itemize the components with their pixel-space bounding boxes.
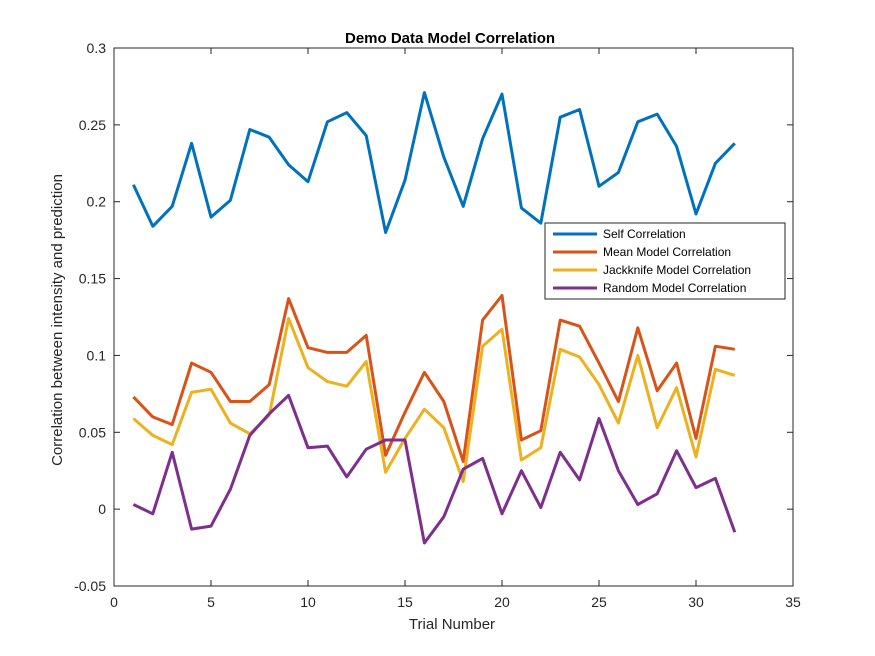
y-tick-label: 0.25 [79, 117, 106, 133]
x-axis-title: Trial Number [409, 616, 495, 633]
x-tick-label: 25 [591, 594, 607, 610]
x-tick-label: 0 [110, 594, 118, 610]
y-tick-label: -0.05 [74, 578, 106, 594]
legend-label: Jackknife Model Correlation [603, 263, 751, 277]
legend: Self Correlation Mean Model Correlation Ja… [544, 222, 786, 300]
legend-box [544, 222, 786, 300]
series-line-4 [132, 393, 737, 545]
legend-label: Random Model Correlation [603, 281, 746, 295]
x-tick-label: 10 [300, 594, 316, 610]
x-tick-label: 35 [785, 594, 801, 610]
y-tick-label: 0.1 [87, 347, 107, 363]
x-tick-label: 20 [494, 594, 510, 610]
chart-title: Demo Data Model Correlation [345, 30, 555, 47]
y-axis-title: Correlation between intensity and predic… [49, 174, 66, 466]
x-tick-label: 5 [207, 594, 215, 610]
series-line-1 [132, 91, 736, 234]
x-tick-label: 15 [397, 594, 413, 610]
legend-label: Mean Model Correlation [603, 245, 731, 259]
plot-area: 0 5 10 15 20 25 30 35-0.0500.050.10.150.20.250.… [74, 40, 801, 610]
y-tick-label: 0.15 [79, 271, 106, 287]
y-tick-label: 0.2 [87, 194, 107, 210]
legend-label: Self Correlation [603, 227, 686, 241]
series-line-3 [132, 317, 736, 483]
series-line-2 [132, 294, 736, 463]
y-tick-label: 0.05 [79, 424, 106, 440]
y-tick-label: 0.3 [87, 40, 107, 56]
x-tick-label: 30 [688, 594, 704, 610]
y-tick-label: 0 [98, 501, 106, 517]
axes-box [113, 47, 794, 587]
